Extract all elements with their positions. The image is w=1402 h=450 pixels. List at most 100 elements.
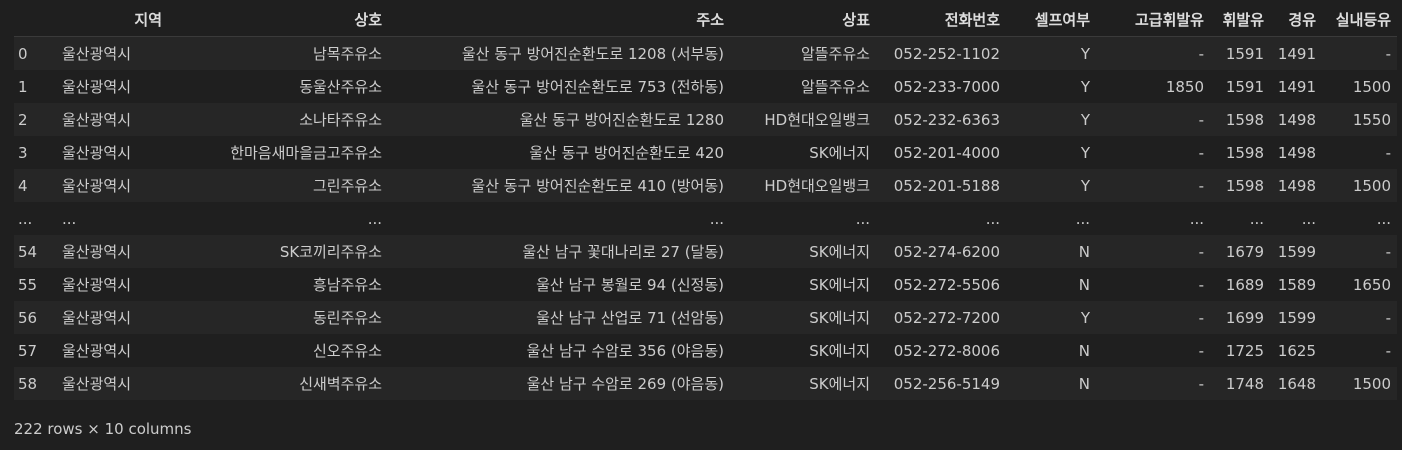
cell-gasoline: 1598 <box>1210 103 1270 136</box>
header-region: 지역 <box>58 3 168 37</box>
cell-region: 울산광역시 <box>58 235 168 268</box>
cell-kerosene: - <box>1322 301 1397 334</box>
cell-premium-gasoline: 1850 <box>1096 70 1210 103</box>
cell-diesel: 1599 <box>1270 235 1322 268</box>
table-row: 3 울산광역시 한마음새마을금고주유소 울산 동구 방어진순환도로 420 SK에너지 0… <box>14 136 1397 169</box>
cell-address: 울산 동구 방어진순환도로 753 (전하동) <box>388 70 730 103</box>
table-row: 0 울산광역시 남목주유소 울산 동구 방어진순환도로 1208 (서부동) 알뜰주유소… <box>14 36 1397 70</box>
cell-kerosene: - <box>1322 235 1397 268</box>
cell-brand: SK에너지 <box>730 136 876 169</box>
cell-region: 울산광역시 <box>58 136 168 169</box>
cell-brand: 알뜰주유소 <box>730 70 876 103</box>
cell-address: ... <box>388 202 730 235</box>
header-brand: 상표 <box>730 3 876 37</box>
cell-address: 울산 동구 방어진순환도로 1208 (서부동) <box>388 36 730 70</box>
cell-phone: 052-272-5506 <box>876 268 1006 301</box>
cell-index: 0 <box>14 36 58 70</box>
cell-name: 그린주유소 <box>168 169 388 202</box>
table-row: 4 울산광역시 그린주유소 울산 동구 방어진순환도로 410 (방어동) HD현대오일… <box>14 169 1397 202</box>
table-row: 58 울산광역시 신새벽주유소 울산 남구 수암로 269 (야음동) SK에너지 052… <box>14 367 1397 400</box>
cell-diesel: 1648 <box>1270 367 1322 400</box>
cell-region: 울산광역시 <box>58 36 168 70</box>
cell-name: ... <box>168 202 388 235</box>
header-self: 셀프여부 <box>1006 3 1096 37</box>
cell-region: ... <box>58 202 168 235</box>
header-address: 주소 <box>388 3 730 37</box>
cell-index: 2 <box>14 103 58 136</box>
table-row: ................................. <box>14 202 1397 235</box>
cell-diesel: 1491 <box>1270 70 1322 103</box>
cell-self: N <box>1006 367 1096 400</box>
cell-diesel: 1491 <box>1270 36 1322 70</box>
dataframe-shape: 222 rows × 10 columns <box>14 420 192 438</box>
cell-diesel: ... <box>1270 202 1322 235</box>
cell-phone: 052-272-7200 <box>876 301 1006 334</box>
cell-phone: 052-232-6363 <box>876 103 1006 136</box>
cell-address: 울산 동구 방어진순환도로 410 (방어동) <box>388 169 730 202</box>
cell-name: 신오주유소 <box>168 334 388 367</box>
table-row: 2 울산광역시 소나타주유소 울산 동구 방어진순환도로 1280 HD현대오일뱅크 05… <box>14 103 1397 136</box>
cell-kerosene: ... <box>1322 202 1397 235</box>
cell-region: 울산광역시 <box>58 334 168 367</box>
cell-phone: ... <box>876 202 1006 235</box>
cell-premium-gasoline: - <box>1096 169 1210 202</box>
table-row: 54 울산광역시 SK코끼리주유소 울산 남구 꽃대나리로 27 (달동) SK에너지 0… <box>14 235 1397 268</box>
cell-brand: SK에너지 <box>730 367 876 400</box>
cell-gasoline: 1591 <box>1210 70 1270 103</box>
cell-name: 한마음새마을금고주유소 <box>168 136 388 169</box>
cell-index: 55 <box>14 268 58 301</box>
cell-address: 울산 남구 봉월로 94 (신정동) <box>388 268 730 301</box>
table-header-row: 지역 상호 주소 상표 전화번호 셀프여부 고급휘발유 휘발유 경유 실내등유 <box>14 3 1397 37</box>
cell-index: 3 <box>14 136 58 169</box>
dataframe-table: 지역 상호 주소 상표 전화번호 셀프여부 고급휘발유 휘발유 경유 실내등유 … <box>14 3 1397 400</box>
cell-gasoline: 1725 <box>1210 334 1270 367</box>
header-index <box>14 3 58 37</box>
header-diesel: 경유 <box>1270 3 1322 37</box>
cell-premium-gasoline: ... <box>1096 202 1210 235</box>
cell-gasoline: 1591 <box>1210 36 1270 70</box>
cell-premium-gasoline: - <box>1096 301 1210 334</box>
cell-self: Y <box>1006 103 1096 136</box>
cell-region: 울산광역시 <box>58 169 168 202</box>
cell-brand: SK에너지 <box>730 301 876 334</box>
cell-self: N <box>1006 334 1096 367</box>
cell-gasoline: ... <box>1210 202 1270 235</box>
cell-gasoline: 1598 <box>1210 136 1270 169</box>
cell-brand: SK에너지 <box>730 334 876 367</box>
cell-diesel: 1589 <box>1270 268 1322 301</box>
cell-phone: 052-272-8006 <box>876 334 1006 367</box>
cell-kerosene: - <box>1322 136 1397 169</box>
cell-self: N <box>1006 235 1096 268</box>
cell-brand: SK에너지 <box>730 268 876 301</box>
cell-phone: 052-201-4000 <box>876 136 1006 169</box>
cell-index: ... <box>14 202 58 235</box>
cell-self: Y <box>1006 301 1096 334</box>
cell-name: 동울산주유소 <box>168 70 388 103</box>
cell-self: ... <box>1006 202 1096 235</box>
cell-gasoline: 1748 <box>1210 367 1270 400</box>
cell-region: 울산광역시 <box>58 103 168 136</box>
cell-premium-gasoline: - <box>1096 136 1210 169</box>
cell-phone: 052-274-6200 <box>876 235 1006 268</box>
cell-address: 울산 남구 꽃대나리로 27 (달동) <box>388 235 730 268</box>
cell-kerosene: 1500 <box>1322 70 1397 103</box>
cell-region: 울산광역시 <box>58 301 168 334</box>
header-gasoline: 휘발유 <box>1210 3 1270 37</box>
cell-premium-gasoline: - <box>1096 367 1210 400</box>
cell-name: 남목주유소 <box>168 36 388 70</box>
cell-premium-gasoline: - <box>1096 235 1210 268</box>
cell-region: 울산광역시 <box>58 367 168 400</box>
cell-diesel: 1498 <box>1270 169 1322 202</box>
cell-name: 동린주유소 <box>168 301 388 334</box>
cell-phone: 052-252-1102 <box>876 36 1006 70</box>
header-phone: 전화번호 <box>876 3 1006 37</box>
cell-self: N <box>1006 268 1096 301</box>
cell-address: 울산 동구 방어진순환도로 420 <box>388 136 730 169</box>
cell-index: 54 <box>14 235 58 268</box>
cell-phone: 052-256-5149 <box>876 367 1006 400</box>
cell-brand: HD현대오일뱅크 <box>730 103 876 136</box>
cell-index: 1 <box>14 70 58 103</box>
cell-name: 신새벽주유소 <box>168 367 388 400</box>
cell-address: 울산 남구 수암로 356 (야음동) <box>388 334 730 367</box>
